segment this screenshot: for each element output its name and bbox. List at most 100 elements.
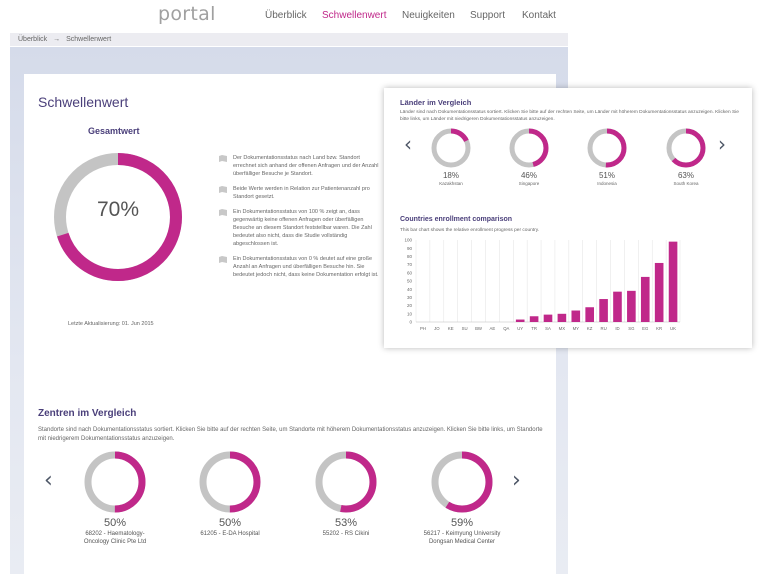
x-tick-label: RU: [600, 326, 606, 331]
x-tick-label: EG: [642, 326, 649, 331]
chevron-right-icon[interactable]: ›: [512, 468, 521, 493]
info-text: Beide Werte werden in Relation zur Patie…: [233, 186, 370, 200]
donut-progress: [587, 128, 627, 168]
breadcrumb-item-current: Schwellenwert: [66, 36, 112, 43]
x-tick-label: UK: [670, 326, 676, 331]
center-name: 61205 - E-DA Hospital: [200, 531, 260, 537]
chevron-left-icon[interactable]: ‹: [404, 132, 412, 156]
center-card[interactable]: 53% 55202 - RS Cikini: [291, 450, 401, 538]
x-tick-label: KZ: [587, 326, 593, 331]
last-update: Letzte Aktualisierung: 01. Jun 2015: [68, 321, 154, 327]
x-tick-label: KE: [448, 326, 454, 331]
donut-progress: [315, 451, 377, 513]
donut-progress: [431, 128, 471, 168]
y-tick-label: 0: [409, 320, 412, 325]
country-card[interactable]: 46% Singapore: [499, 128, 559, 186]
country-donut: [431, 128, 471, 168]
document-icon: [219, 155, 227, 162]
country-card[interactable]: 51% Indonesia: [577, 128, 637, 186]
country-name: Singapore: [518, 181, 540, 186]
bar-eg: [640, 276, 650, 322]
x-tick-label: ID: [615, 326, 619, 331]
nav-item-ueberblick[interactable]: Überblick: [265, 10, 307, 21]
x-tick-label: QA: [503, 326, 509, 331]
x-tick-label: SU: [462, 326, 468, 331]
center-percentage: 50%: [218, 517, 242, 529]
country-percentage: 46%: [520, 171, 537, 180]
center-name: 68202 - Haematology- Oncology Clinic Pte …: [83, 531, 147, 545]
enrollment-bar-chart: 0 10 20 30 40 50 60 70 80 90 100 PH JO KE SU BW AE QA UY TR…: [404, 238, 681, 331]
y-tick-label: 60: [407, 270, 413, 275]
gesamt-percentage: 70%: [96, 198, 140, 221]
info-text: Ein Dokumentationsstatus von 100 % zeigt…: [233, 209, 372, 247]
bar-uk: [668, 241, 678, 322]
bar-id: [613, 291, 622, 322]
country-card[interactable]: 63% South Korea: [656, 128, 716, 186]
x-tick-label: UY: [517, 326, 523, 331]
info-item: Beide Werte werden in Relation zur Patie…: [217, 185, 382, 201]
breadcrumb: Überblick → Schwellenwert: [10, 33, 568, 46]
info-item: Ein Dokumentationsstatus von 0 % deutet …: [217, 255, 382, 279]
chevron-left-icon[interactable]: ‹: [44, 468, 53, 493]
y-tick-label: 80: [407, 254, 413, 259]
country-donut: [509, 128, 549, 168]
laender-title: Länder im Vergleich: [400, 98, 472, 107]
country-card[interactable]: 18% Kazakhstan: [421, 128, 481, 186]
center-card[interactable]: 59% 56217 - Keimyung University Dongsan M…: [407, 450, 517, 546]
center-name: 55202 - RS Cikini: [322, 531, 370, 537]
country-name: South Korea: [673, 181, 699, 186]
breadcrumb-item-ueberblick[interactable]: Überblick: [18, 36, 48, 43]
bar-ru: [599, 299, 608, 322]
bar-tr: [529, 316, 539, 322]
country-name: Kazakhstan: [439, 181, 463, 186]
document-icon: [219, 186, 227, 193]
bar-sg: [627, 290, 636, 322]
nav-item-support[interactable]: Support: [470, 10, 506, 21]
y-tick-label: 70: [407, 262, 413, 267]
document-icon: [219, 256, 227, 263]
portal-logo[interactable]: portal: [158, 3, 216, 25]
country-donut: [666, 128, 706, 168]
donut-progress: [54, 153, 182, 281]
document-icon: [219, 209, 227, 216]
top-navigation: portal Überblick Schwellenwert Neuigkeit…: [0, 0, 768, 30]
center-donut: [431, 451, 493, 513]
gesamt-donut: [54, 153, 182, 281]
zentren-title: Zentren im Vergleich: [38, 408, 137, 419]
laender-panel: Länder im Vergleich Länder sind nach Dok…: [384, 88, 752, 348]
y-tick-label: 30: [407, 295, 413, 300]
country-donut: [587, 128, 627, 168]
info-item: Ein Dokumentationsstatus von 100 % zeigt…: [217, 208, 382, 248]
country-percentage: 18%: [442, 171, 459, 180]
center-donut: [84, 451, 146, 513]
page-title: Schwellenwert: [38, 94, 129, 110]
bar-kr: [654, 262, 664, 322]
info-text: Der Dokumentationsstatus nach Land bzw. …: [233, 155, 379, 177]
nav-item-schwellenwert[interactable]: Schwellenwert: [322, 10, 387, 21]
center-percentage: 59%: [450, 517, 474, 529]
center-card[interactable]: 50% 61205 - E-DA Hospital: [175, 450, 285, 538]
x-tick-label: AE: [490, 326, 496, 331]
comparison-description: This bar chart shows the relative enroll…: [400, 228, 540, 233]
laender-description: Länder sind nach Dokumentationsstatus so…: [400, 110, 739, 122]
y-tick-label: 40: [407, 287, 413, 292]
center-card[interactable]: 50% 68202 - Haematology- Oncology Clinic …: [60, 450, 170, 546]
breadcrumb-separator: →: [53, 36, 61, 43]
bar-uy: [515, 319, 525, 322]
zentren-description: Standorte sind nach Dokumentationsstatus…: [38, 427, 543, 442]
chevron-right-icon[interactable]: ›: [718, 132, 726, 156]
x-tick-label: KR: [656, 326, 662, 331]
x-tick-label: BW: [475, 326, 483, 331]
country-percentage: 63%: [677, 171, 694, 180]
info-item: Der Dokumentationsstatus nach Land bzw. …: [217, 154, 382, 178]
x-tick-label: PH: [420, 326, 426, 331]
nav-item-kontakt[interactable]: Kontakt: [522, 10, 556, 21]
y-tick-label: 100: [404, 238, 412, 243]
donut-progress: [199, 451, 261, 513]
center-percentage: 53%: [334, 517, 358, 529]
info-list: Der Dokumentationsstatus nach Land bzw. …: [217, 154, 382, 286]
x-tick-label: MY: [573, 326, 580, 331]
gesamt-label: Gesamtwert: [88, 126, 140, 136]
donut-progress: [431, 451, 493, 513]
nav-item-neuigkeiten[interactable]: Neuigkeiten: [402, 10, 455, 21]
